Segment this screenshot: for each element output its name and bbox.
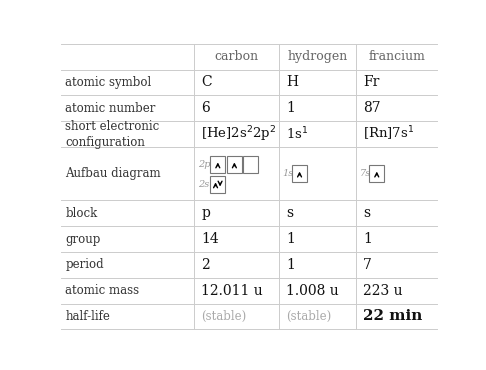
Text: 2s: 2s [198, 180, 209, 189]
Text: s: s [286, 206, 293, 220]
Text: group: group [65, 233, 101, 246]
Text: short electronic
configuration: short electronic configuration [65, 120, 159, 148]
Text: 1: 1 [363, 232, 372, 246]
Text: H: H [286, 75, 298, 90]
Text: atomic symbol: atomic symbol [65, 76, 152, 89]
Bar [227, 156, 242, 173]
Text: carbon: carbon [215, 50, 259, 64]
Text: 1s$^1$: 1s$^1$ [286, 126, 308, 142]
Bar [210, 176, 226, 193]
Text: hydrogen: hydrogen [288, 50, 348, 64]
Text: 2: 2 [201, 258, 210, 272]
Bar [243, 156, 259, 173]
Text: 1: 1 [286, 258, 295, 272]
Bar [369, 165, 384, 182]
Text: 22 min: 22 min [363, 309, 422, 323]
Text: 12.011 u: 12.011 u [201, 284, 263, 297]
Text: Aufbau diagram: Aufbau diagram [65, 167, 161, 180]
Text: C: C [201, 75, 212, 90]
Text: 14: 14 [201, 232, 219, 246]
Bar [292, 165, 307, 182]
Text: Fr: Fr [363, 75, 380, 90]
Text: 7: 7 [363, 258, 372, 272]
Text: 1: 1 [286, 232, 295, 246]
Text: half-life: half-life [65, 310, 110, 323]
Bar [210, 156, 226, 173]
Text: block: block [65, 207, 98, 220]
Text: [Rn]7s$^1$: [Rn]7s$^1$ [363, 125, 415, 143]
Text: 223 u: 223 u [363, 284, 403, 297]
Text: 7s: 7s [360, 169, 371, 178]
Text: atomic number: atomic number [65, 102, 156, 115]
Text: [He]2s$^2$2p$^2$: [He]2s$^2$2p$^2$ [201, 124, 277, 144]
Text: 1s: 1s [282, 169, 294, 178]
Text: 2p: 2p [198, 160, 211, 169]
Text: 1.008 u: 1.008 u [286, 284, 339, 297]
Text: period: period [65, 258, 104, 271]
Text: atomic mass: atomic mass [65, 284, 139, 297]
Text: 1: 1 [286, 101, 295, 115]
Text: p: p [201, 206, 210, 220]
Text: 87: 87 [363, 101, 381, 115]
Text: s: s [363, 206, 370, 220]
Text: 6: 6 [201, 101, 210, 115]
Text: (stable): (stable) [201, 310, 246, 323]
Text: francium: francium [368, 50, 425, 64]
Text: (stable): (stable) [286, 310, 331, 323]
